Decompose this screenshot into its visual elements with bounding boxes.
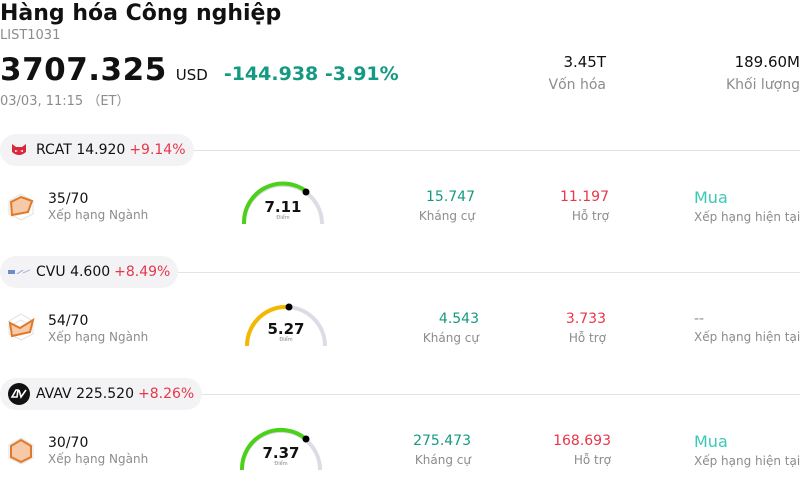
support-metric: 11.197 Hỗ trợ — [550, 189, 609, 223]
score-label: Điểm — [279, 337, 293, 343]
volume-value: 189.60M — [734, 53, 800, 71]
resistance-metric: 4.543 Kháng cự — [420, 311, 479, 345]
support-value: 168.693 — [553, 433, 611, 449]
divider — [178, 271, 800, 273]
stock-price: 14.920 — [76, 142, 126, 158]
rating-value: -- — [694, 311, 705, 327]
resistance-metric: 15.747 Kháng cự — [410, 189, 475, 223]
resistance-metric: 275.473 Kháng cự — [405, 433, 471, 467]
stock-pill[interactable]: RCAT 14.920 +9.14% — [0, 134, 194, 166]
stock-change-pct: +8.26% — [137, 386, 195, 402]
index-price: 3707.325 — [0, 52, 167, 88]
price-change: -144.938 -3.91% — [223, 63, 399, 85]
industry-rank-label: Xếp hạng Ngành — [48, 330, 149, 344]
industry-rank-value: 54/70 — [48, 313, 89, 329]
current-rating: Mua Xếp hạng hiện tại — [694, 432, 800, 468]
red-cat-icon — [8, 139, 30, 161]
market-cap-stat: 3.45T Vốn hóa — [540, 53, 606, 93]
stock-row-rcat: 35/70 Xếp hạng Ngành 7.11 Điểm 15.747 Kh… — [0, 180, 800, 240]
stock-change-pct: +9.14% — [129, 142, 186, 158]
industry-rank-label: Xếp hạng Ngành — [48, 208, 149, 222]
industry-rank-value: 35/70 — [48, 191, 89, 207]
page-title: Hàng hóa Công nghiệp — [0, 1, 282, 26]
stock-symbol: AVAV — [36, 386, 72, 402]
industry-rank-label: Xếp hạng Ngành — [48, 452, 149, 466]
rating-label: Xếp hạng hiện tại — [694, 210, 800, 224]
stock-header-rcat: RCAT 14.920 +9.14% — [0, 134, 800, 166]
volume-label: Khối lượng — [725, 77, 800, 93]
support-value: 3.733 — [565, 311, 606, 327]
stock-header-avav: AVAV 225.520 +8.26% — [0, 378, 800, 410]
resistance-label: Kháng cự — [418, 209, 475, 223]
current-rating: -- Xếp hạng hiện tại — [694, 311, 800, 344]
stock-row-avav: 30/70 Xếp hạng Ngành 7.37 Điểm 275.473 K… — [0, 424, 800, 484]
support-label: Hỗ trợ — [571, 209, 609, 223]
rating-label: Xếp hạng hiện tại — [694, 330, 800, 344]
score-gauge: 5.27 Điểm — [243, 302, 329, 348]
currency-label: USD — [175, 66, 208, 84]
score-value: 5.27 — [267, 320, 305, 338]
score-gauge: 7.11 Điểm — [240, 180, 326, 226]
current-rating: Mua Xếp hạng hiện tại — [694, 188, 800, 224]
stock-header-cvu: CVU 4.600 +8.49% — [0, 256, 800, 288]
volume-stat: 189.60M Khối lượng — [700, 53, 800, 93]
divider — [193, 149, 800, 151]
industry-rank-value: 30/70 — [48, 435, 89, 451]
cpi-aero-icon — [8, 261, 30, 283]
radar-chart-icon — [8, 437, 34, 465]
score-value: 7.37 — [262, 444, 300, 462]
resistance-label: Kháng cự — [422, 331, 479, 345]
score-label: Điểm — [276, 215, 290, 221]
stock-pill[interactable]: AVAV 225.520 +8.26% — [0, 378, 203, 410]
price-row: 3707.325 USD -144.938 -3.91% — [0, 52, 399, 92]
resistance-value: 275.473 — [413, 433, 471, 449]
av-logo-icon — [8, 383, 30, 405]
score-label: Điểm — [274, 461, 288, 467]
market-cap-label: Vốn hóa — [548, 77, 606, 93]
support-value: 11.197 — [560, 189, 609, 205]
score-gauge: 7.37 Điểm — [238, 426, 324, 472]
rating-value: Mua — [694, 432, 728, 451]
rating-value: Mua — [694, 188, 728, 207]
stock-change-pct: +8.49% — [114, 264, 171, 280]
support-metric: 3.733 Hỗ trợ — [560, 311, 606, 345]
divider — [202, 393, 800, 395]
stock-pill[interactable]: CVU 4.600 +8.49% — [0, 256, 179, 288]
score-value: 7.11 — [264, 198, 302, 216]
rating-label: Xếp hạng hiện tại — [694, 454, 800, 468]
support-label: Hỗ trợ — [568, 331, 606, 345]
resistance-value: 15.747 — [426, 189, 475, 205]
stock-symbol: CVU — [36, 264, 66, 280]
support-metric: 168.693 Hỗ trợ — [545, 433, 611, 467]
timestamp: 03/03, 11:15 （ET） — [0, 94, 130, 109]
stock-price: 4.600 — [70, 264, 111, 280]
radar-chart-icon — [8, 313, 35, 341]
stock-symbol: RCAT — [36, 142, 72, 158]
radar-chart-icon — [8, 193, 34, 221]
resistance-label: Kháng cự — [414, 453, 471, 467]
resistance-value: 4.543 — [438, 311, 479, 327]
stock-row-cvu: 54/70 Xếp hạng Ngành 5.27 Điểm 4.543 Khá… — [0, 300, 800, 360]
support-label: Hỗ trợ — [573, 453, 611, 467]
index-code: LIST1031 — [0, 28, 61, 43]
stock-price: 225.520 — [76, 386, 134, 402]
market-cap-value: 3.45T — [563, 53, 606, 71]
